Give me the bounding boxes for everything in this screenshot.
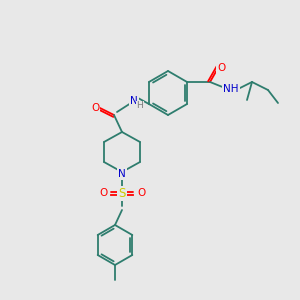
Text: O: O (217, 63, 225, 73)
Text: H: H (136, 101, 143, 110)
Text: N: N (118, 169, 126, 179)
Text: S: S (118, 187, 126, 200)
Text: O: O (137, 188, 145, 198)
Text: O: O (99, 188, 107, 198)
Text: O: O (91, 103, 99, 113)
Text: N: N (130, 96, 138, 106)
Text: NH: NH (223, 84, 239, 94)
